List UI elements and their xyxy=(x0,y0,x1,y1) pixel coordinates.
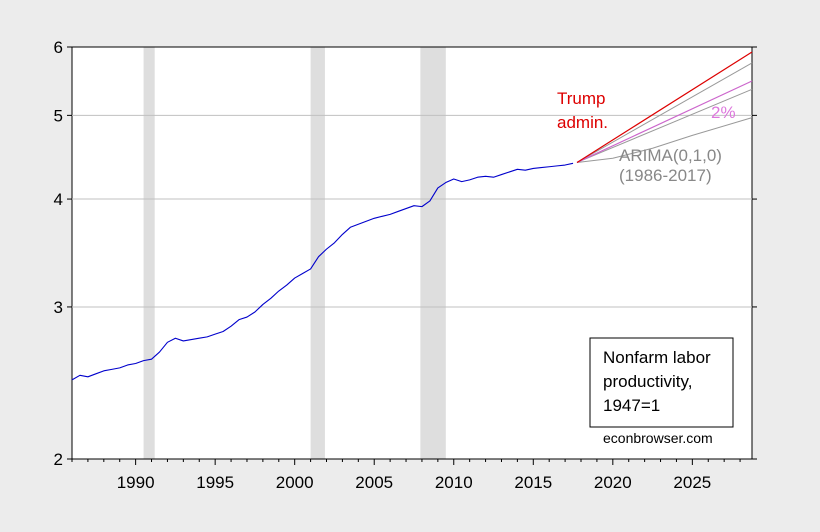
legend-line3: 1947=1 xyxy=(603,396,660,415)
y-tick-label-4: 4 xyxy=(54,190,63,209)
x-tick-label-1995: 1995 xyxy=(196,473,234,492)
y-tick-label-6: 6 xyxy=(54,38,63,57)
two-pct-annotation: 2% xyxy=(711,103,736,122)
trump-annotation-line1: Trump xyxy=(557,89,606,108)
legend-box: Nonfarm labor productivity, 1947=1 xyxy=(589,337,734,428)
x-tick-label-2025: 2025 xyxy=(673,473,711,492)
recession-bands xyxy=(143,47,446,459)
series-arima-lower xyxy=(576,117,753,163)
x-tick-label-2010: 2010 xyxy=(435,473,473,492)
annotations: Trump admin. 2% ARIMA(0,1,0) (1986-2017) xyxy=(557,89,736,185)
x-tick-label-2015: 2015 xyxy=(514,473,552,492)
series-actual xyxy=(71,162,574,381)
arima-annotation-line1: ARIMA(0,1,0) xyxy=(619,146,722,165)
series-two-pct xyxy=(576,80,753,164)
series-arima-mean xyxy=(576,88,753,163)
legend-line2: productivity, xyxy=(603,372,692,391)
legend-line1: Nonfarm labor xyxy=(603,348,711,367)
recession-band-1 xyxy=(143,47,155,459)
y-tick-label-3: 3 xyxy=(54,298,63,317)
y-tick-label-5: 5 xyxy=(54,106,63,125)
credit-text: econbrowser.com xyxy=(603,430,713,446)
recession-band-2 xyxy=(310,47,325,459)
x-tick-label-2000: 2000 xyxy=(276,473,314,492)
data-series xyxy=(71,51,753,381)
series-arima-upper xyxy=(576,62,753,163)
x-tick-label-2005: 2005 xyxy=(355,473,393,492)
x-tick-label-2020: 2020 xyxy=(594,473,632,492)
legend-frame xyxy=(589,337,734,428)
series-trump xyxy=(576,51,753,163)
recession-band-3 xyxy=(420,47,446,459)
grid-lines xyxy=(72,114,752,308)
y-tick-label-2: 2 xyxy=(54,450,63,469)
arima-annotation-line2: (1986-2017) xyxy=(619,166,712,185)
axis-ticks: 2 3 4 5 6 1990 1995 2000 2005 2010 2015 2020 2025 xyxy=(54,38,757,492)
trump-annotation-line2: admin. xyxy=(557,113,608,132)
x-tick-label-1990: 1990 xyxy=(117,473,155,492)
